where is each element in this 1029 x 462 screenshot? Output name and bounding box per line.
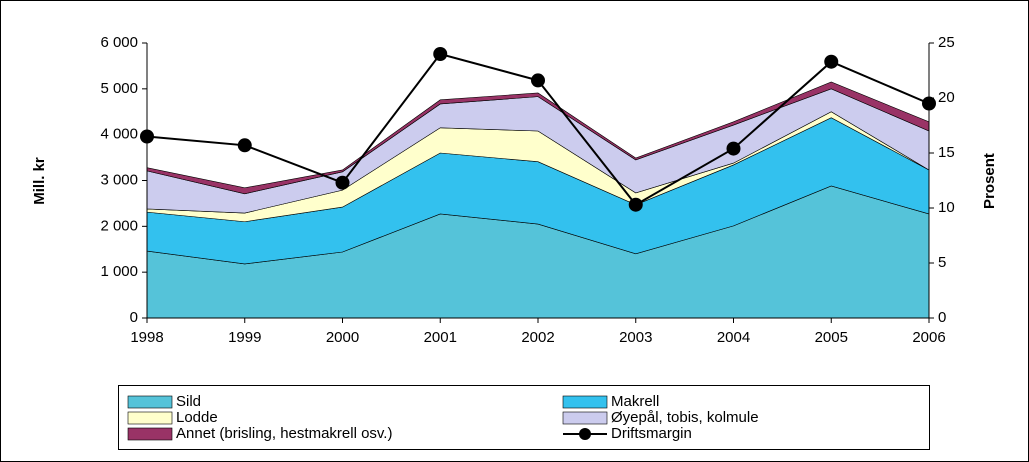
x-tick-label: 2005: [815, 329, 848, 346]
x-tick-label: 2006: [912, 329, 945, 346]
marker: [237, 138, 252, 153]
y2-tick-label: 10: [938, 199, 955, 216]
legend-label: Øyepål, tobis, kolmule: [611, 409, 759, 426]
y2-axis-label: Prosent: [981, 153, 998, 209]
marker: [922, 96, 936, 111]
y-tick-label: 3 000: [100, 171, 138, 188]
marker: [433, 47, 448, 61]
legend-label: Annet (brisling, hestmakrell osv.): [176, 425, 392, 442]
y2-tick-label: 5: [938, 254, 946, 271]
y-tick-label: 0: [130, 309, 138, 326]
marker: [531, 73, 545, 88]
y2-tick-label: 0: [938, 309, 946, 326]
legend-box: [118, 385, 930, 450]
legend-label: Driftsmargin: [611, 425, 692, 442]
y2-tick-label: 15: [938, 144, 955, 161]
legend-label: Sild: [176, 393, 201, 410]
y-axis-label: Mill. kr: [31, 157, 48, 205]
legend-swatch: [562, 411, 608, 425]
x-tick-label: 2000: [326, 329, 359, 346]
marker: [140, 129, 154, 144]
y2-tick-label: 20: [938, 89, 955, 106]
legend-label: Makrell: [611, 393, 659, 410]
x-tick-label: 2004: [717, 329, 750, 346]
legend-swatch: [127, 395, 173, 409]
x-tick-label: 1999: [228, 329, 261, 346]
marker: [335, 175, 350, 190]
x-tick-label: 2003: [619, 329, 652, 346]
legend-swatch: [127, 427, 173, 441]
legend-label: Lodde: [176, 409, 218, 426]
x-tick-label: 1998: [130, 329, 163, 346]
x-tick-label: 2001: [424, 329, 457, 346]
marker: [726, 141, 741, 156]
legend-swatch: [562, 395, 608, 409]
marker: [824, 54, 839, 69]
y-tick-label: 2 000: [100, 217, 138, 234]
x-tick-label: 2002: [521, 329, 554, 346]
legend-marker: [579, 428, 591, 440]
legend-swatch: [127, 411, 173, 425]
y-tick-label: 5 000: [100, 80, 138, 97]
y-tick-label: 1 000: [100, 263, 138, 280]
y2-tick-label: 25: [938, 34, 955, 51]
y-tick-label: 6 000: [100, 34, 138, 51]
marker: [628, 197, 643, 212]
y-tick-label: 4 000: [100, 126, 138, 143]
